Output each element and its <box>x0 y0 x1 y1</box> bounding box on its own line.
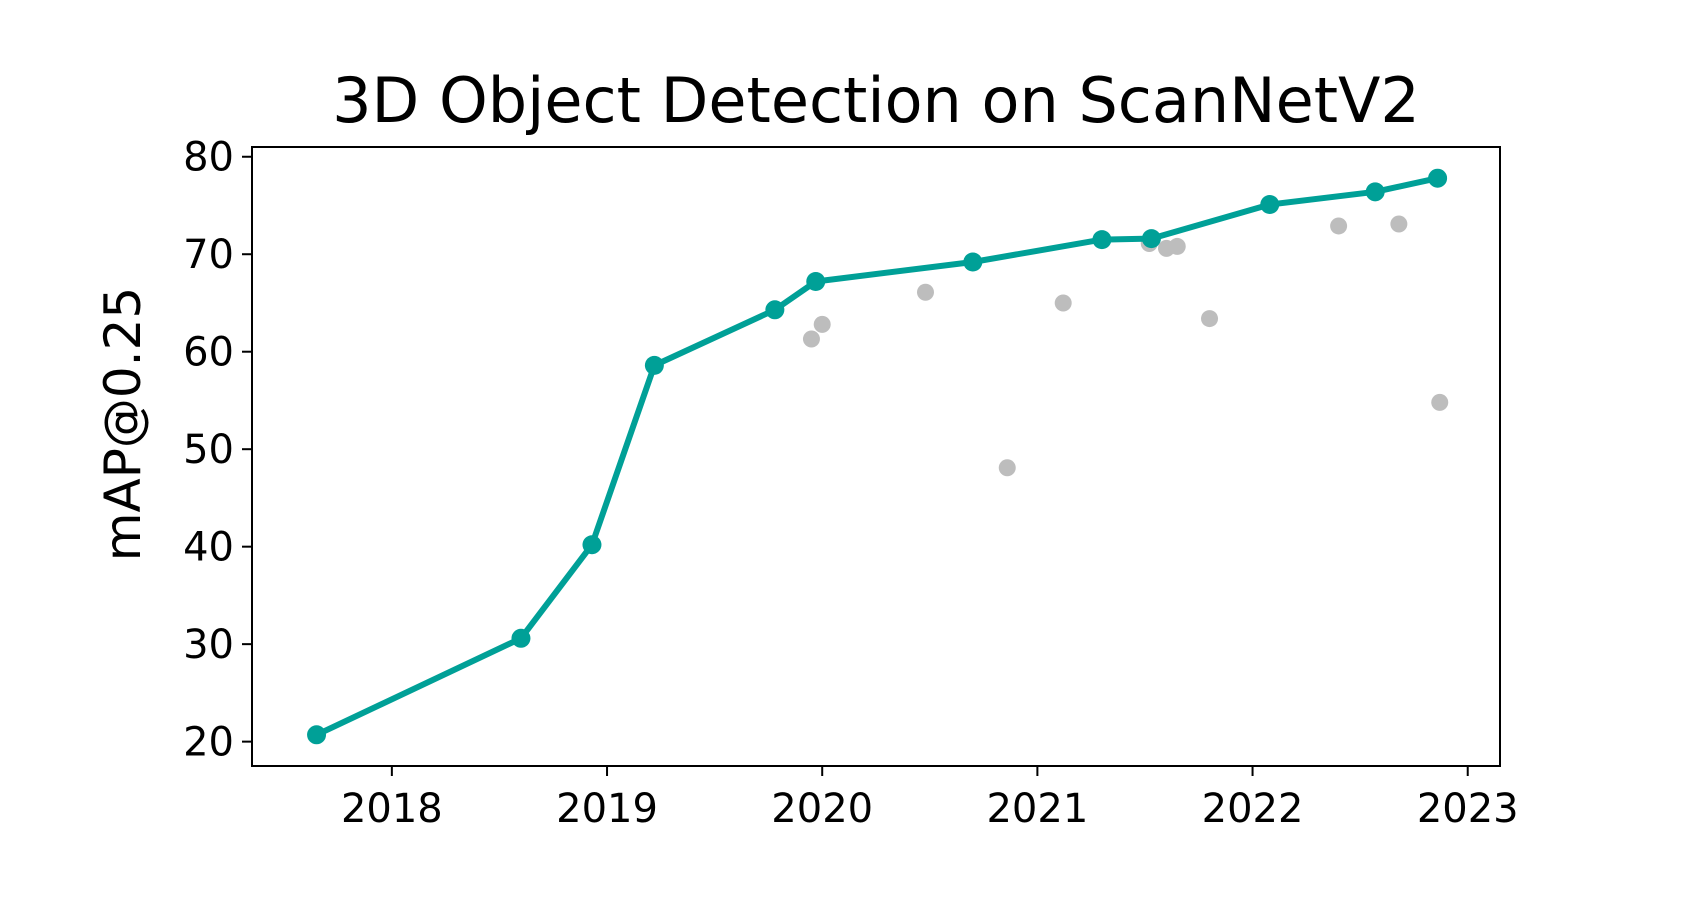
plot-layer: 2018 2019 2020 2021 2022 2023 20 30 40 50 60 70 80 <box>183 135 1519 832</box>
y-tick-label: 80 <box>183 135 234 181</box>
sota-point <box>1141 229 1161 249</box>
x-tick-label: 2020 <box>771 786 873 832</box>
sota-point <box>806 272 826 292</box>
y-tick-label: 40 <box>183 525 234 571</box>
sota-point <box>1428 168 1448 188</box>
x-tick-label: 2021 <box>986 786 1088 832</box>
other-point <box>1168 237 1186 255</box>
y-tick-label: 50 <box>183 427 234 473</box>
x-tick-label: 2023 <box>1417 786 1519 832</box>
other-point <box>1390 215 1408 233</box>
x-tick-label: 2022 <box>1202 786 1304 832</box>
other-point <box>916 283 934 301</box>
x-tick-label: 2019 <box>556 786 658 832</box>
sota-point <box>511 628 531 648</box>
sota-point <box>765 300 785 320</box>
sota-point <box>644 355 664 375</box>
sota-point <box>582 535 602 555</box>
other-point <box>1330 217 1348 235</box>
other-point <box>1201 310 1219 328</box>
other-point <box>998 459 1016 477</box>
sota-point <box>1260 195 1280 215</box>
y-axis-label: mAP@0.25 <box>94 287 152 561</box>
chart-title: 3D Object Detection on ScanNetV2 <box>332 64 1420 137</box>
y-tick-label: 30 <box>183 622 234 668</box>
x-tick-label: 2018 <box>341 786 443 832</box>
y-tick-label: 60 <box>183 330 234 376</box>
plot-frame <box>251 146 1501 767</box>
sota-point <box>1365 182 1385 202</box>
sota-point <box>307 725 327 745</box>
other-point <box>813 315 831 333</box>
other-point <box>1054 294 1072 312</box>
other-point <box>802 330 820 348</box>
sota-point <box>963 252 983 272</box>
y-tick-label: 20 <box>183 720 234 766</box>
sota-point <box>1092 230 1112 250</box>
y-tick-label: 70 <box>183 232 234 278</box>
other-point <box>1431 393 1449 411</box>
sota-line <box>313 175 1441 738</box>
